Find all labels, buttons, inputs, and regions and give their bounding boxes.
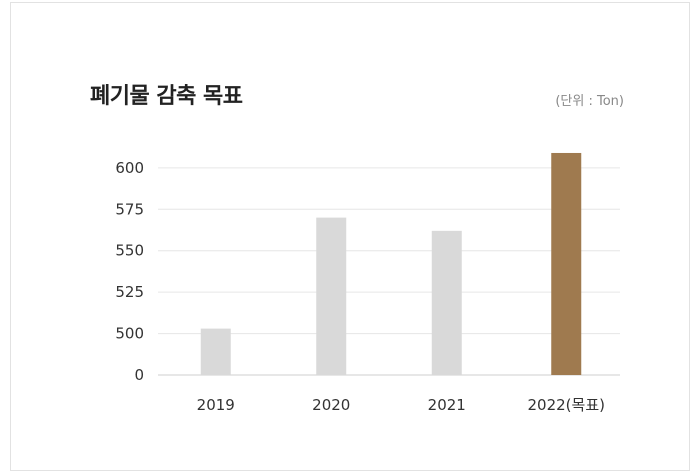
y-tick-label: 0 — [134, 366, 144, 384]
unit-label: (단위 : Ton) — [555, 94, 624, 109]
x-tick-label: 2020 — [312, 396, 350, 414]
y-tick-label: 500 — [115, 325, 144, 343]
y-tick-label: 575 — [115, 200, 144, 218]
bar — [431, 230, 462, 375]
x-tick-label: 2019 — [197, 396, 235, 414]
y-tick-label: 550 — [115, 242, 144, 260]
y-tick-label: 600 — [115, 159, 144, 177]
x-tick-label: 2021 — [428, 396, 466, 414]
bar — [200, 328, 231, 375]
y-tick-label: 525 — [115, 283, 144, 301]
chart-title: 폐기물 감축 목표 — [90, 84, 243, 109]
x-tick-label: 2022(목표) — [528, 396, 605, 414]
bar — [316, 217, 347, 375]
bar-target — [551, 152, 582, 375]
